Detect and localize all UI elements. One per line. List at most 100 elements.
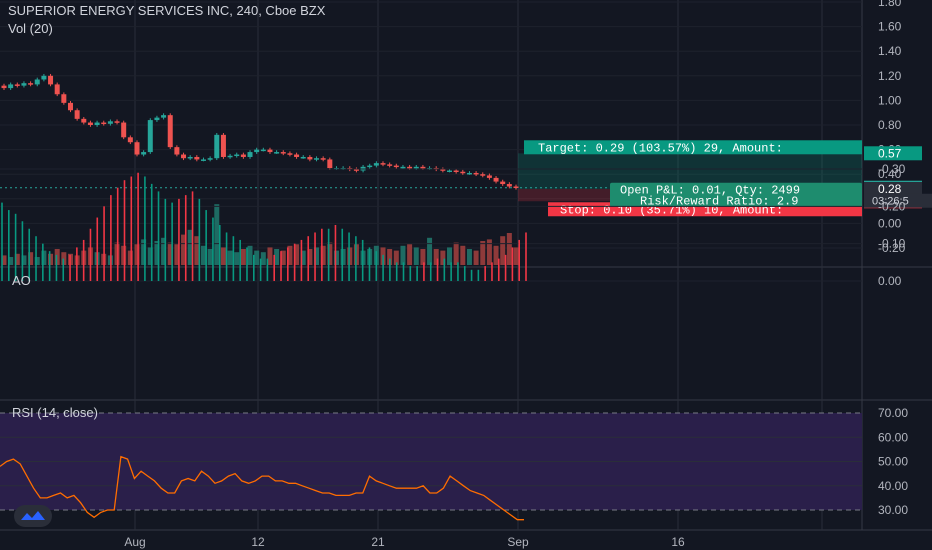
- candle-body: [400, 166, 406, 169]
- candle-body: [506, 184, 512, 187]
- time-tick-label: 12: [251, 535, 265, 549]
- volume-bar: [34, 257, 40, 265]
- volume-bar: [400, 245, 406, 265]
- volume-bar: [460, 245, 466, 265]
- volume-bar: [1, 255, 7, 265]
- rsi-tick-label: 60.00: [878, 430, 908, 444]
- rsi-tick-label: 30.00: [878, 503, 908, 517]
- volume-bar: [127, 250, 133, 265]
- volume-bar: [300, 250, 306, 265]
- tradingview-logo-icon[interactable]: [14, 505, 52, 527]
- candle-body: [440, 169, 446, 171]
- candle-body: [134, 142, 140, 155]
- volume-bar: [260, 252, 266, 265]
- candle-body: [41, 75, 47, 80]
- volume-bar: [307, 249, 313, 265]
- candle-body: [307, 156, 313, 160]
- candle-body: [214, 134, 220, 159]
- candle-body: [227, 155, 233, 158]
- candle-body: [420, 166, 426, 169]
- volume-bar: [214, 204, 220, 265]
- candle-body: [141, 152, 147, 155]
- volume-bar: [333, 250, 339, 265]
- candle-body: [367, 165, 373, 168]
- candle-body: [167, 115, 173, 148]
- volume-bar: [14, 253, 20, 265]
- rsi-tick-label: 40.00: [878, 479, 908, 493]
- candle-body: [447, 170, 453, 173]
- candle-body: [460, 171, 466, 174]
- candle-body: [127, 137, 133, 143]
- volume-bar: [267, 247, 273, 265]
- candle-body: [147, 120, 153, 153]
- candle-body: [413, 166, 419, 169]
- candle-body: [294, 154, 300, 157]
- candle-body: [187, 156, 193, 159]
- candle-body: [194, 156, 200, 160]
- countdown-tag: [864, 193, 932, 208]
- candle-body: [393, 165, 399, 168]
- candle-body: [353, 169, 359, 171]
- volume-bar: [134, 244, 140, 265]
- candle-body: [94, 122, 100, 125]
- volume-bar: [320, 245, 326, 265]
- volume-bar: [48, 253, 54, 265]
- volume-bar: [287, 245, 293, 265]
- volume-bar: [453, 242, 459, 265]
- price-tag: [864, 146, 922, 161]
- candle-body: [200, 159, 206, 161]
- candle-body: [267, 149, 273, 153]
- candle-body: [54, 84, 60, 95]
- candle-body: [274, 152, 280, 154]
- rsi-tick-label: 50.00: [878, 455, 908, 469]
- volume-bar: [200, 245, 206, 265]
- ao-tick-label: -0.30: [878, 162, 906, 176]
- candle-body: [486, 175, 492, 178]
- volume-bar: [480, 241, 486, 265]
- candle-body: [174, 147, 180, 155]
- candle-body: [28, 83, 34, 85]
- time-tick-label: Sep: [507, 535, 529, 549]
- volume-bar: [147, 247, 153, 265]
- candle-body: [240, 154, 246, 157]
- candle-body: [161, 115, 167, 118]
- candle-body: [254, 149, 260, 153]
- candle-body: [500, 181, 506, 185]
- candle-body: [48, 75, 54, 85]
- volume-bar: [447, 247, 453, 265]
- ao-tick-label: 0.00: [878, 274, 902, 288]
- volume-bar: [466, 249, 472, 265]
- price-tick-label: -0.20: [878, 241, 906, 255]
- candle-body: [8, 84, 14, 89]
- volume-bar: [227, 250, 233, 265]
- volume-bar: [433, 249, 439, 265]
- target-label-box: [524, 140, 862, 155]
- volume-bar: [427, 237, 433, 265]
- volume-label: Vol (20): [8, 21, 53, 36]
- candle-body: [466, 172, 472, 175]
- price-tag-label: 0.28: [878, 182, 902, 196]
- volume-bar: [387, 249, 393, 265]
- candle-body: [81, 118, 87, 123]
- price-tick-label: 1.00: [878, 93, 902, 107]
- candle-body: [327, 159, 333, 169]
- candle-body: [513, 186, 519, 188]
- price-tick-label: 0.80: [878, 118, 902, 132]
- price-tick-label: 0.00: [878, 216, 902, 230]
- candle-body: [453, 170, 459, 173]
- candle-body: [74, 110, 80, 119]
- candle-body: [181, 154, 187, 159]
- candle-body: [300, 156, 306, 159]
- candle-body: [260, 149, 266, 152]
- candle-body: [61, 94, 67, 103]
- rsi-tick-label: 70.00: [878, 406, 908, 420]
- candle-body: [154, 117, 160, 121]
- candle-body: [234, 154, 240, 157]
- volume-bar: [220, 247, 226, 265]
- pnl-label: Open P&L: 0.01, Qty: 2499: [620, 184, 800, 198]
- volume-bar: [28, 252, 34, 265]
- volume-bar: [393, 250, 399, 265]
- volume-bar: [141, 239, 147, 265]
- candle-body: [473, 172, 479, 175]
